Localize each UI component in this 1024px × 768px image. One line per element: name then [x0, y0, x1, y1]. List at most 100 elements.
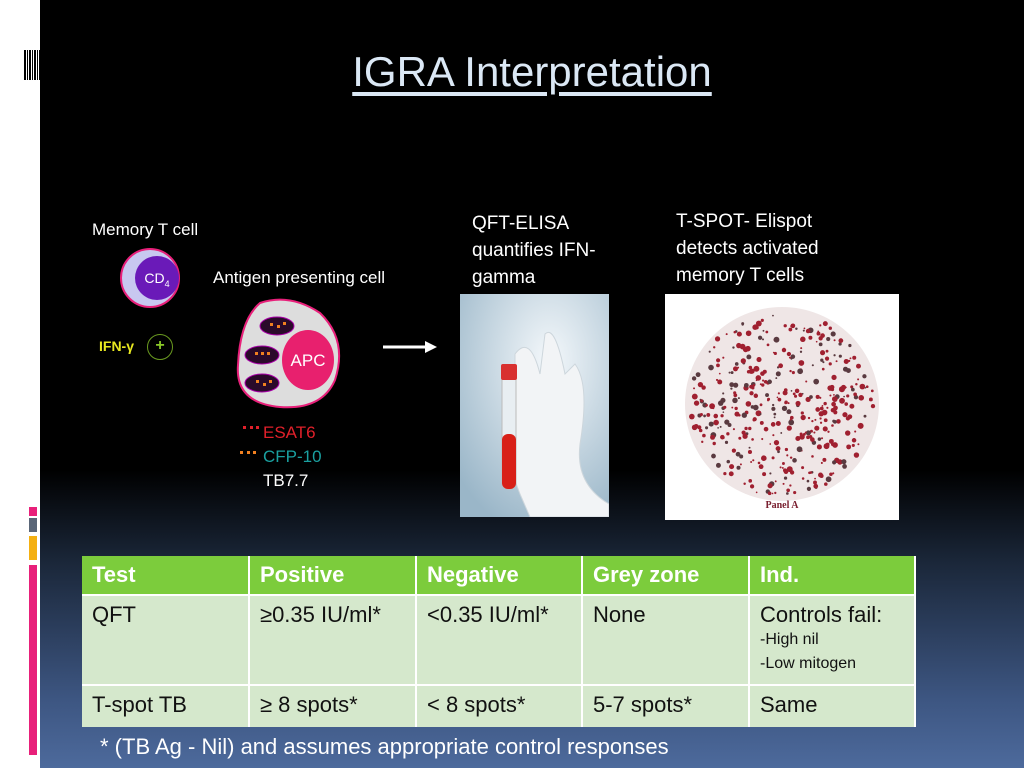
decorative-barcode — [24, 50, 40, 80]
elispot-spot — [706, 412, 711, 417]
memory-t-cell: CD4 — [120, 248, 180, 308]
elispot-spot — [712, 441, 716, 446]
table-cell: QFT — [82, 594, 250, 685]
elispot-spot — [720, 397, 726, 403]
elispot-spot — [833, 339, 836, 342]
elispot-spot — [771, 406, 776, 411]
elispot-spot — [783, 476, 788, 480]
elispot-spot — [778, 363, 784, 369]
elispot-spot — [765, 330, 769, 334]
elispot-spot — [831, 401, 836, 407]
elispot-spot — [833, 354, 836, 357]
elispot-spot — [819, 421, 823, 424]
elispot-spot — [744, 426, 748, 431]
elispot-spot — [822, 457, 827, 462]
elispot-spot — [853, 452, 860, 458]
elispot-spot — [766, 399, 770, 402]
elispot-spot — [761, 383, 765, 387]
elispot-spot — [724, 419, 730, 425]
elispot-spot — [699, 413, 703, 417]
elispot-spot — [775, 371, 781, 377]
elispot-spot — [755, 491, 758, 494]
elispot-spot — [791, 371, 795, 375]
elispot-spot — [742, 433, 748, 439]
elispot-spot — [761, 338, 765, 341]
elispot-spot — [702, 433, 706, 438]
elispot-spot — [729, 464, 735, 470]
elispot-spot — [783, 324, 787, 328]
elispot-spot — [722, 356, 725, 359]
table-cell: Same — [749, 684, 916, 727]
elispot-spot — [836, 419, 841, 424]
tspot-caption-line: detects activated — [676, 238, 819, 259]
apc-text: APC — [291, 351, 326, 370]
elispot-spot — [777, 392, 780, 395]
elispot-spot — [715, 462, 721, 468]
cfp10-dots-icon — [240, 451, 256, 454]
elispot-spot — [833, 405, 838, 411]
elispot-spot — [771, 492, 774, 495]
qft-caption-line: gamma — [472, 267, 536, 288]
elispot-spot — [795, 436, 801, 442]
elispot-spot — [711, 453, 716, 459]
elispot-spot — [760, 371, 765, 376]
elispot-spot — [809, 471, 813, 474]
elispot-spot — [716, 358, 721, 363]
cfp10-label: CFP-10 — [263, 447, 322, 466]
elispot-spot — [693, 400, 700, 406]
elispot-spot — [723, 471, 727, 476]
elispot-spot — [806, 486, 812, 491]
elispot-spot — [709, 403, 716, 410]
elispot-spot — [835, 360, 838, 363]
elispot-spot — [784, 400, 788, 404]
elispot-spot — [832, 460, 837, 465]
elispot-spot — [813, 483, 819, 489]
elispot-spot — [752, 324, 758, 330]
elispot-spot — [846, 444, 852, 450]
elispot-spot — [741, 412, 747, 418]
elispot-spot — [691, 376, 697, 381]
elispot-spot — [689, 413, 695, 420]
elispot-spot — [751, 438, 754, 441]
elispot-spot — [756, 357, 762, 363]
elispot-spot — [790, 389, 793, 392]
elispot-spot — [811, 420, 814, 423]
elispot-spot — [807, 416, 811, 420]
blood-tube-photo — [460, 294, 609, 517]
elispot-spot — [721, 436, 725, 440]
elispot-spot — [743, 482, 746, 485]
elispot-spot — [759, 420, 764, 425]
elispot-spot — [713, 413, 719, 419]
table-cell: None — [582, 594, 750, 685]
table-cell: <0.35 IU/ml* — [416, 594, 583, 685]
elispot-spot — [819, 324, 822, 327]
elispot-spot — [777, 450, 780, 454]
elispot-spot — [817, 437, 822, 441]
elispot-spot — [842, 412, 848, 418]
elispot-spot — [750, 461, 753, 463]
elispot-spot — [823, 418, 828, 423]
elispot-spot — [700, 399, 704, 403]
elispot-spot — [814, 477, 816, 480]
elispot-spot — [796, 446, 803, 453]
table-row: T-spot TB ≥ 8 spots* < 8 spots* 5-7 spot… — [82, 684, 916, 727]
elispot-spot — [773, 351, 777, 356]
tspot-caption: T-SPOT- Elispot detects activated memory… — [676, 208, 819, 289]
elispot-spot — [773, 412, 777, 416]
elispot-spot — [838, 354, 842, 358]
elispot-spot — [713, 346, 716, 349]
elispot-spot — [800, 414, 806, 421]
elispot-spot — [786, 351, 792, 357]
header-cell: Test — [82, 556, 250, 595]
elispot-spot — [775, 421, 781, 426]
tb77-label: TB7.7 — [263, 471, 309, 490]
elispot-spot — [751, 386, 755, 390]
elispot-spot — [790, 324, 794, 328]
elispot-spot — [789, 415, 794, 420]
elispot-spot — [811, 455, 814, 458]
elispot-spot — [820, 350, 826, 356]
elispot-spot — [781, 405, 788, 412]
accent-bar-yellow — [29, 536, 37, 560]
elispot-spot — [845, 368, 851, 374]
table-cell: ≥0.35 IU/ml* — [249, 594, 417, 685]
